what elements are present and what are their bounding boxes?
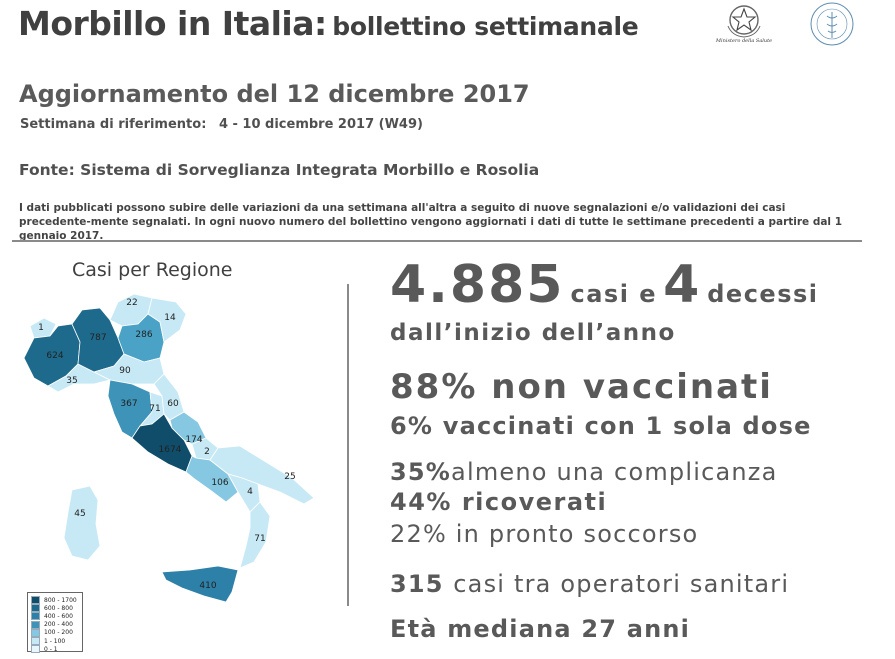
region-friuli-venezia-giulia [147, 297, 187, 343]
region-label: 22 [126, 298, 137, 308]
legend-swatch [31, 645, 40, 654]
region-sicilia [161, 565, 239, 603]
region-sardegna [63, 485, 101, 561]
region-valle-d-aosta [29, 317, 57, 339]
iss-logo-icon [810, 2, 854, 46]
title-main: Morbillo in Italia: [18, 4, 327, 43]
map-title: Casi per Regione [72, 259, 233, 281]
legend-item: 1 - 100 [31, 637, 80, 646]
legend-label: 600 - 800 [44, 604, 73, 612]
region-label: 1674 [159, 445, 182, 455]
unvaccinated-text: non vaccinati [491, 367, 773, 407]
region-label: 1 [38, 323, 44, 333]
legend-item: 800 - 1700 [31, 596, 80, 605]
healthcare-workers-text: casi tra operatori sanitari [453, 570, 790, 598]
legend-label: 400 - 600 [44, 612, 73, 620]
healthcare-workers-number: 315 [390, 570, 444, 598]
complication-pct: 35% [390, 458, 452, 486]
region-label: 410 [199, 581, 216, 591]
legend-swatch [31, 596, 40, 605]
region-label: 14 [164, 313, 176, 323]
deaths-word: decessi [707, 280, 819, 308]
region-label: 106 [211, 478, 228, 488]
legend-label: 1 - 100 [44, 637, 66, 645]
region-label: 71 [149, 404, 160, 414]
region-label: 45 [74, 509, 85, 519]
region-label: 25 [284, 472, 295, 482]
region-label: 35 [66, 376, 77, 386]
region-label: 624 [46, 351, 63, 361]
unvaccinated-stat: 88% non vaccinati [390, 367, 773, 407]
legend-swatch [31, 637, 40, 646]
region-label: 367 [120, 399, 137, 409]
region-label: 174 [185, 435, 202, 445]
legend-label: 100 - 200 [44, 629, 73, 637]
region-label: 2 [204, 447, 210, 457]
legend-item: 100 - 200 [31, 628, 80, 637]
region-label: 4 [247, 487, 253, 497]
legend-label: 0 - 1 [44, 645, 58, 653]
page-title: Morbillo in Italia: bollettino settimana… [18, 4, 639, 43]
legend-item: 0 - 1 [31, 645, 80, 654]
emergency-room-pct: 22% [390, 520, 447, 548]
complication-stat: 35%almeno una complicanza [390, 458, 778, 486]
legend-swatch [31, 628, 40, 637]
total-cases-line: 4.885 casi e 4 decessi [390, 255, 825, 315]
emergency-room-stat: 22% in pronto soccorso [390, 520, 698, 548]
cases-number: 4.885 [390, 255, 565, 315]
legend-swatch [31, 612, 40, 621]
region-label: 787 [89, 333, 106, 343]
legend-label: 800 - 1700 [44, 596, 77, 604]
map-legend: 800 - 1700 600 - 800 400 - 600 200 - 400 100… [27, 592, 83, 654]
update-date: Aggiornamento del 12 dicembre 2017 [19, 80, 530, 108]
hospitalized-text: ricoverati [461, 488, 608, 516]
one-dose-text: vaccinati con 1 sola dose [442, 412, 812, 440]
header-divider [12, 240, 862, 242]
deaths-number: 4 [663, 255, 702, 315]
reference-week: Settimana di riferimento: 4 - 10 dicembr… [20, 117, 423, 132]
legend-label: 200 - 400 [44, 621, 73, 629]
legend-swatch [31, 604, 40, 613]
one-dose-stat: 6% vaccinati con 1 sola dose [390, 412, 812, 440]
region-label: 71 [254, 534, 265, 544]
complication-text: almeno una complicanza [451, 458, 778, 486]
ministry-caption: Ministero della Salute [715, 38, 773, 44]
unvaccinated-pct: 88% [390, 367, 478, 407]
region-veneto [117, 313, 165, 363]
legend-item: 200 - 400 [31, 620, 80, 629]
region-calabria [239, 501, 271, 569]
emergency-room-text: in pronto soccorso [455, 520, 699, 548]
region-label: 286 [135, 330, 152, 340]
disclaimer-note: I dati pubblicati possono subire delle v… [19, 202, 842, 242]
legend-swatch [31, 620, 40, 629]
week-value: 4 - 10 dicembre 2017 (W49) [218, 117, 423, 132]
column-divider [347, 284, 349, 606]
ministry-emblem-icon [727, 5, 761, 38]
healthcare-workers-stat: 315 casi tra operatori sanitari [390, 570, 789, 598]
title-sub: bollettino settimanale [332, 12, 639, 41]
one-dose-pct: 6% [390, 412, 434, 440]
region-label: 90 [119, 366, 131, 376]
hospitalized-stat: 44% ricoverati [390, 488, 607, 516]
since-year-start: dall’inizio dell’anno [390, 320, 676, 346]
data-source: Fonte: Sistema di Sorveglianza Integrata… [19, 161, 540, 179]
italy-cases-map: 1 624 35 787 22 286 14 90 367 71 60 1674… [23, 293, 314, 603]
legend-item: 400 - 600 [31, 612, 80, 621]
hospitalized-pct: 44% [390, 488, 452, 516]
cases-word: casi e [570, 280, 658, 308]
week-label: Settimana di riferimento: [20, 117, 207, 132]
median-age-stat: Età mediana 27 anni [390, 615, 691, 643]
legend-item: 600 - 800 [31, 604, 80, 613]
region-label: 60 [167, 399, 179, 409]
